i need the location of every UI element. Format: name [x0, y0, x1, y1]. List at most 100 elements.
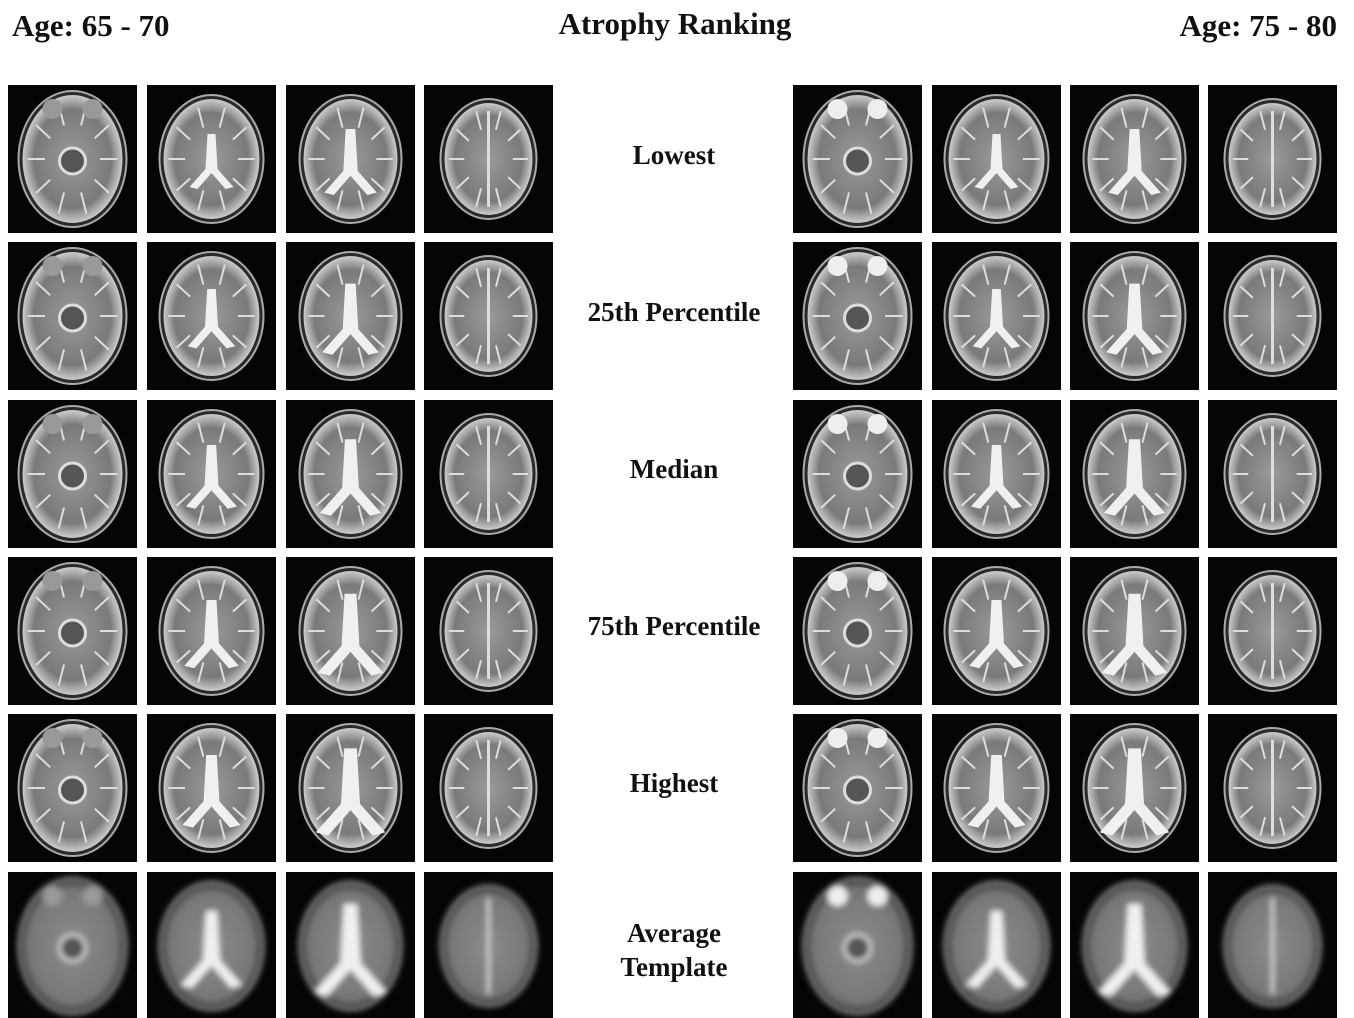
image-grid — [8, 85, 1337, 1018]
scan-content — [804, 406, 912, 542]
brainstem — [845, 777, 871, 803]
scan-content — [300, 567, 402, 695]
scan-content — [300, 724, 402, 852]
scan-content — [1225, 886, 1321, 1006]
brain-scan — [8, 872, 137, 1018]
scan-content — [441, 256, 537, 376]
scan-content — [804, 720, 912, 856]
scan-content — [160, 882, 264, 1010]
brain-scan — [8, 557, 137, 705]
eye — [868, 728, 888, 748]
figure-title: Atrophy Ranking — [559, 6, 792, 41]
brainstem — [60, 463, 86, 489]
scan-content — [804, 91, 912, 227]
scan-content — [945, 724, 1049, 852]
brainstem — [60, 777, 86, 803]
scan-content — [160, 724, 264, 852]
eye — [868, 886, 888, 906]
brain-scan — [286, 85, 415, 233]
brain-scan — [793, 557, 922, 705]
brainstem — [845, 935, 871, 961]
row-label: Template — [621, 952, 728, 982]
scan-content — [945, 882, 1049, 1010]
brain-scan — [932, 714, 1061, 862]
brain-scan — [147, 714, 276, 862]
brainstem — [60, 935, 86, 961]
brain-scan — [147, 557, 276, 705]
scan-content — [1084, 724, 1186, 852]
brain-scan — [147, 242, 276, 390]
scan-content — [945, 252, 1049, 380]
scan-content — [441, 414, 537, 534]
scan-content — [19, 91, 127, 227]
eye — [43, 886, 63, 906]
scan-content — [945, 95, 1049, 223]
scan-content — [1084, 410, 1186, 538]
brain-scan — [932, 557, 1061, 705]
brain-scan — [424, 242, 553, 390]
page: Age: 65 - 70 Atrophy Ranking Age: 75 - 8… — [0, 0, 1354, 1018]
scan-content — [300, 252, 402, 380]
brain-scan — [1208, 242, 1337, 390]
scan-content — [1084, 882, 1186, 1010]
brain-scan — [1070, 400, 1199, 548]
brain-scan — [932, 872, 1061, 1018]
scan-content — [945, 410, 1049, 538]
row-label: Lowest — [633, 140, 716, 170]
scan-content — [441, 571, 537, 691]
eye — [828, 728, 848, 748]
eye — [83, 571, 103, 591]
brain-scan — [932, 85, 1061, 233]
eye — [828, 99, 848, 119]
eye — [828, 571, 848, 591]
scan-content — [1225, 99, 1321, 219]
eye — [43, 256, 63, 276]
figure: Age: 65 - 70 Atrophy Ranking Age: 75 - 8… — [0, 0, 1354, 1018]
brain-scan — [424, 557, 553, 705]
eye — [868, 99, 888, 119]
brain-scan — [147, 400, 276, 548]
scan-content — [19, 248, 127, 384]
brain-scan — [8, 400, 137, 548]
brain-scan — [424, 85, 553, 233]
eye — [43, 728, 63, 748]
row-label: 75th Percentile — [588, 611, 761, 641]
scan-content — [945, 567, 1049, 695]
brain-scan — [793, 714, 922, 862]
eye — [83, 886, 103, 906]
scan-content — [804, 248, 912, 384]
brain-scan — [286, 400, 415, 548]
scan-content — [804, 563, 912, 699]
scan-content — [1225, 728, 1321, 848]
brain-scan — [1070, 242, 1199, 390]
eye — [83, 99, 103, 119]
scan-content — [1225, 571, 1321, 691]
eye — [868, 256, 888, 276]
scan-content — [1225, 414, 1321, 534]
scan-content — [1084, 95, 1186, 223]
scan-content — [160, 252, 264, 380]
scan-content — [1225, 256, 1321, 376]
row-label: Average — [627, 918, 721, 948]
scan-content — [300, 882, 402, 1010]
scan-content — [160, 95, 264, 223]
brain-scan — [1208, 557, 1337, 705]
eye — [868, 571, 888, 591]
brainstem — [845, 148, 871, 174]
scan-content — [160, 567, 264, 695]
brain-scan — [932, 242, 1061, 390]
eye — [828, 414, 848, 434]
brain-scan — [8, 242, 137, 390]
brain-scan — [147, 872, 276, 1018]
brainstem — [60, 148, 86, 174]
eye — [43, 571, 63, 591]
brain-scan — [147, 85, 276, 233]
scan-content — [19, 563, 127, 699]
scan-content — [300, 95, 402, 223]
eye — [43, 99, 63, 119]
right-age-label: Age: 75 - 80 — [1179, 8, 1337, 43]
brainstem — [60, 620, 86, 646]
eye — [828, 256, 848, 276]
row-label: Median — [630, 454, 719, 484]
brain-scan — [793, 872, 922, 1018]
